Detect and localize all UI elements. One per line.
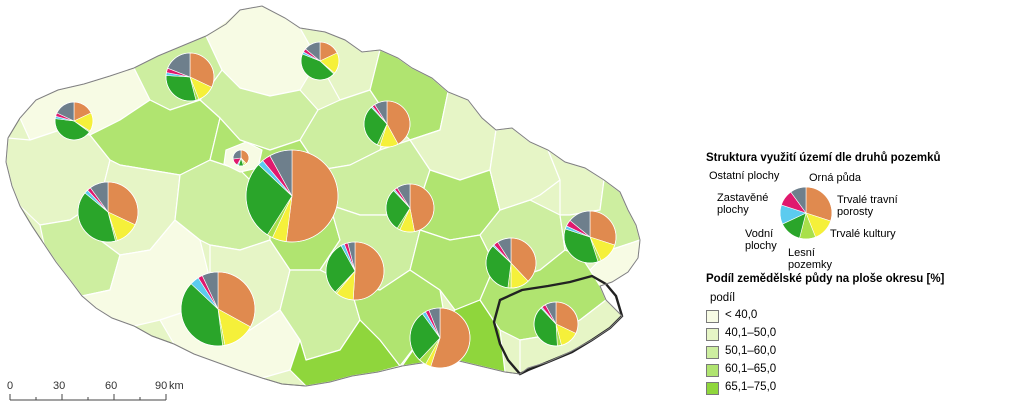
class-label-2: 40,1–50,0	[725, 327, 777, 339]
choropleth-subtitle: podíl	[710, 292, 735, 304]
region-pie	[77, 181, 139, 243]
country-border	[5, 5, 641, 387]
pie-outline-region	[77, 181, 139, 243]
pie-outline-region	[180, 271, 256, 347]
scale-tick-0: 0	[7, 380, 14, 392]
class-label-3: 50,1–60,0	[725, 345, 777, 357]
pie-outline-region	[232, 149, 250, 167]
region-pie	[300, 41, 340, 81]
pie-label-zastavene: Zastavěné plochy	[717, 192, 769, 216]
pie-outline-region	[485, 237, 537, 289]
pie-outline-region	[245, 149, 339, 243]
region-pie	[485, 237, 537, 289]
scale-tick-60: 60	[105, 380, 118, 392]
swatch-3	[706, 346, 719, 359]
region-pies	[54, 41, 617, 369]
pie-legend-title: Struktura využití území dle druhů pozemk…	[706, 152, 941, 164]
pie-outline-legend	[779, 186, 833, 240]
class-label-5: 65,1–75,0	[725, 381, 777, 393]
region-pie	[245, 149, 339, 243]
pie-outline-region	[300, 41, 340, 81]
pie-outline-region	[54, 101, 94, 141]
class-label-4: 60,1–65,0	[725, 363, 777, 375]
pie-outline-region	[533, 301, 579, 347]
pie-label-lesni: Lesní pozemky	[788, 247, 833, 271]
pie-label-ostatni: Ostatní plochy	[709, 170, 780, 182]
scale-bar	[9, 394, 167, 401]
swatch-2	[706, 328, 719, 341]
region-pie	[165, 52, 215, 102]
pie-label-kultury: Trvalé kultury	[830, 228, 896, 240]
region-pie	[533, 301, 579, 347]
swatch-1	[706, 310, 719, 323]
region-pie	[409, 307, 471, 369]
pie-outline-region	[409, 307, 471, 369]
scale-tick-90: 90	[155, 380, 168, 392]
pie-outline-region	[325, 241, 385, 301]
pie-outline-region	[363, 100, 411, 148]
swatch-5	[706, 382, 719, 395]
region-pie	[563, 210, 617, 264]
scale-unit: km	[169, 380, 184, 392]
region-pie	[232, 149, 250, 167]
region-pie	[325, 241, 385, 301]
region-pie	[385, 183, 435, 233]
legend-pie	[779, 186, 833, 240]
pie-label-orna: Orná půda	[809, 172, 861, 184]
region-pie	[54, 101, 94, 141]
pie-label-vodni: Vodní plochy	[745, 228, 777, 252]
pie-outline-region	[385, 183, 435, 233]
region-pie	[363, 100, 411, 148]
choropleth-legend-title: Podíl zemědělské půdy na ploše okresu [%…	[706, 273, 945, 285]
swatch-4	[706, 364, 719, 377]
pie-outline-region	[563, 210, 617, 264]
class-label-1: < 40,0	[725, 309, 758, 321]
pie-label-travni: Trvalé travní porosty	[837, 194, 898, 218]
region-pie	[180, 271, 256, 347]
pie-outline-region	[165, 52, 215, 102]
scale-tick-30: 30	[53, 380, 66, 392]
